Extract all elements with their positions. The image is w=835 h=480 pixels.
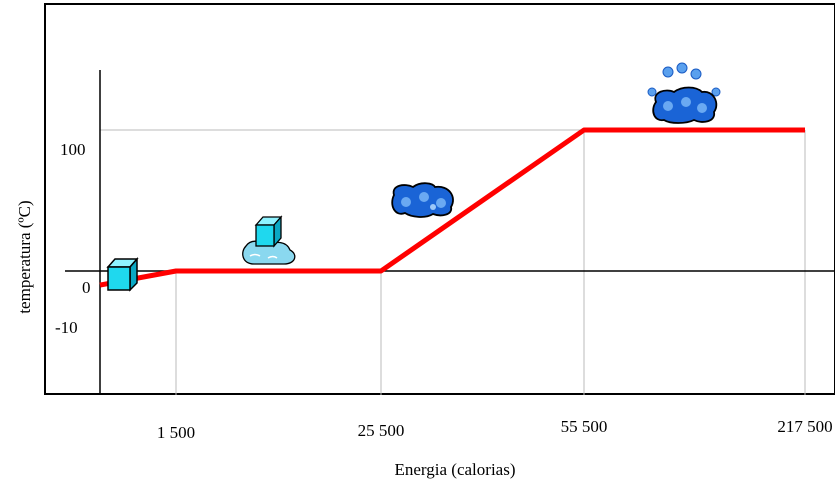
x-tick-label: 1 500 [157, 423, 195, 442]
x-axis-title: Energia (calorias) [395, 460, 516, 479]
x-tick-label: 25 500 [358, 421, 405, 440]
temperature-series-line [99, 127, 805, 288]
x-tick-label: 217 500 [777, 417, 832, 436]
y-tick-label: 100 [60, 140, 86, 159]
y-axis-title: temperatura (ºC) [15, 200, 34, 313]
x-tick-label: 55 500 [561, 417, 608, 436]
water-icon [391, 182, 454, 218]
melting-ice-icon [242, 215, 296, 265]
y-tick-label: 0 [82, 278, 91, 297]
ice-cube-icon [106, 257, 139, 292]
vapor-icon [647, 62, 721, 124]
y-tick-label: -10 [55, 318, 78, 337]
